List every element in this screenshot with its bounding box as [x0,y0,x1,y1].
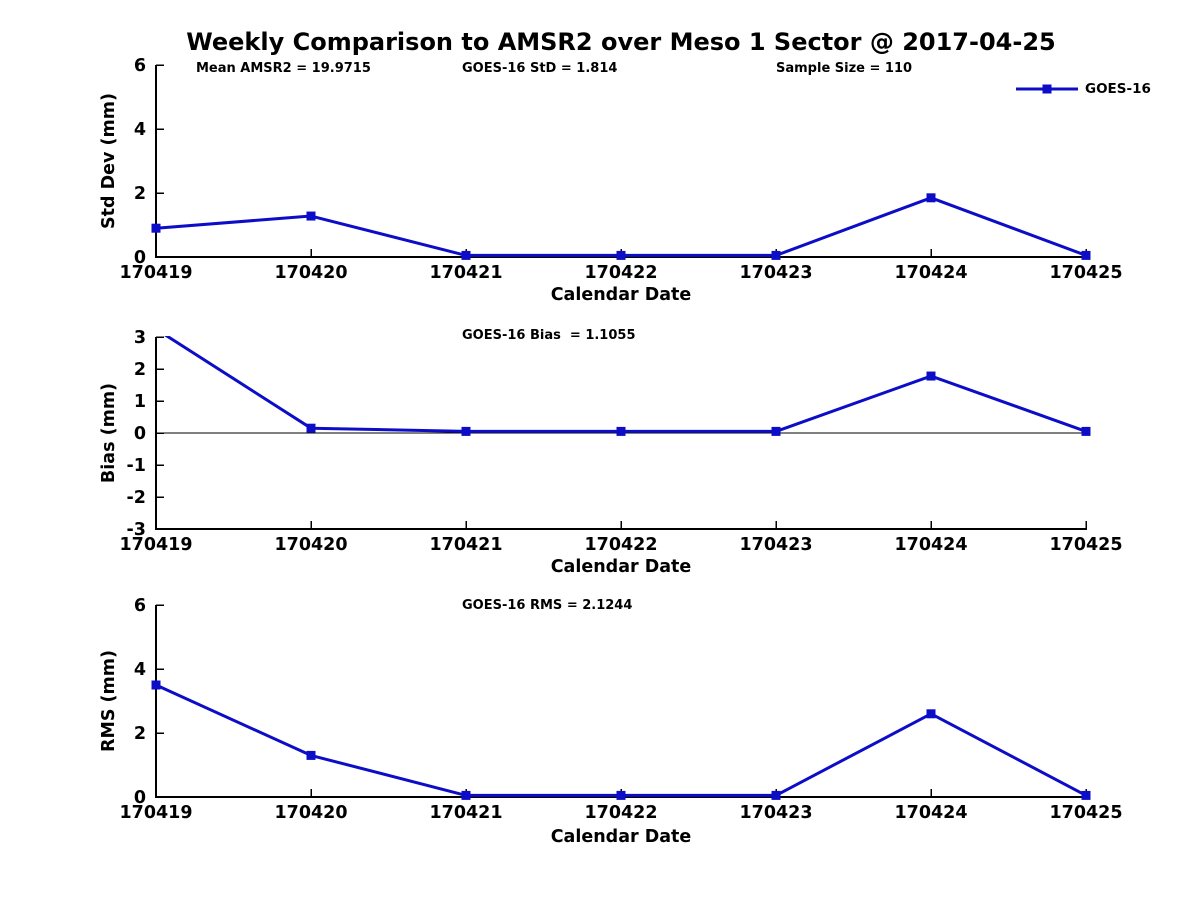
y-tick-label: 0 [134,248,146,268]
data-marker-rms [771,790,781,800]
x-tick-label: 170419 [119,803,192,823]
data-marker-rms [461,790,471,800]
y-tick-label: 0 [134,788,146,808]
y-axis-label-rms: RMS (mm) [99,649,119,753]
data-marker-std-dev [926,193,936,203]
y-tick-label: 2 [134,360,146,380]
data-marker-bias [306,423,316,433]
data-marker-std-dev [306,211,316,221]
y-axis-label-std-dev: Std Dev (mm) [99,93,119,229]
x-tick-label: 170421 [429,263,502,283]
y-tick-label: 0 [134,424,146,444]
x-axis-label-panel2: Calendar Date [550,557,692,577]
x-tick-label: 170422 [584,263,657,283]
x-tick-label: 170424 [894,535,967,555]
annotation-sample-size: Sample Size = 110 [776,61,913,76]
x-tick-label: 170424 [894,803,967,823]
y-axis-label-bias: Bias (mm) [99,382,119,484]
data-line-bias [164,336,1087,433]
x-tick-label: 170425 [1049,263,1122,283]
chart-title: Weekly Comparison to AMSR2 over Meso 1 S… [186,28,1056,56]
y-tick-label: -1 [127,456,146,476]
annotation-goes16-bias: GOES-16 Bias = 1.1055 [462,328,636,343]
data-marker-rms [306,750,316,760]
y-tick-label: -3 [127,520,146,540]
x-tick-label: 170425 [1049,803,1122,823]
x-tick-label: 170423 [739,535,812,555]
y-tick-label: 4 [134,660,146,680]
y-tick-label: 6 [134,56,146,76]
y-tick-label: 3 [134,328,146,348]
data-line-rms [155,683,1087,797]
x-tick-label: 170424 [894,263,967,283]
x-tick-label: 170421 [429,803,502,823]
x-tick-label: 170420 [274,803,347,823]
x-tick-label: 170425 [1049,535,1122,555]
y-tick-label: 4 [134,120,146,140]
data-line-std-dev [155,196,1087,257]
data-marker-bias [926,371,936,381]
annotation-mean-amsr2: Mean AMSR2 = 19.9715 [196,61,371,76]
x-axis-label-panel3: Calendar Date [550,827,692,847]
y-tick-label: 1 [134,392,146,412]
x-tick-label: 170421 [429,535,502,555]
data-marker-std-dev [1081,250,1091,260]
y-tick-label: 6 [134,596,146,616]
x-tick-label: 170422 [584,803,657,823]
x-tick-label: 170423 [739,263,812,283]
data-marker-std-dev [771,250,781,260]
x-tick-label: 170420 [274,535,347,555]
data-marker-bias [616,426,626,436]
x-tick-label: 170420 [274,263,347,283]
x-tick-label: 170423 [739,803,812,823]
x-tick-label: 170419 [119,535,192,555]
x-axis-label-panel1: Calendar Date [550,285,692,305]
data-marker-bias [771,426,781,436]
y-tick-label: 2 [134,724,146,744]
data-marker-rms [616,790,626,800]
legend-label: GOES-16 [1085,81,1151,97]
data-marker-rms [1081,790,1091,800]
legend-marker-sample [1042,84,1052,94]
data-marker-rms [926,709,936,719]
x-tick-label: 170419 [119,263,192,283]
y-tick-label: -2 [127,488,146,508]
data-marker-rms [151,680,161,690]
annotation-goes16-rms: GOES-16 RMS = 2.1244 [462,598,633,613]
data-marker-std-dev [616,250,626,260]
data-marker-bias [152,325,161,334]
data-marker-bias [1081,426,1091,436]
data-marker-std-dev [151,223,161,233]
data-marker-std-dev [461,250,471,260]
data-marker-bias [461,426,471,436]
x-tick-label: 170422 [584,535,657,555]
y-tick-label: 2 [134,184,146,204]
annotation-goes16-std: GOES-16 StD = 1.814 [462,61,618,76]
